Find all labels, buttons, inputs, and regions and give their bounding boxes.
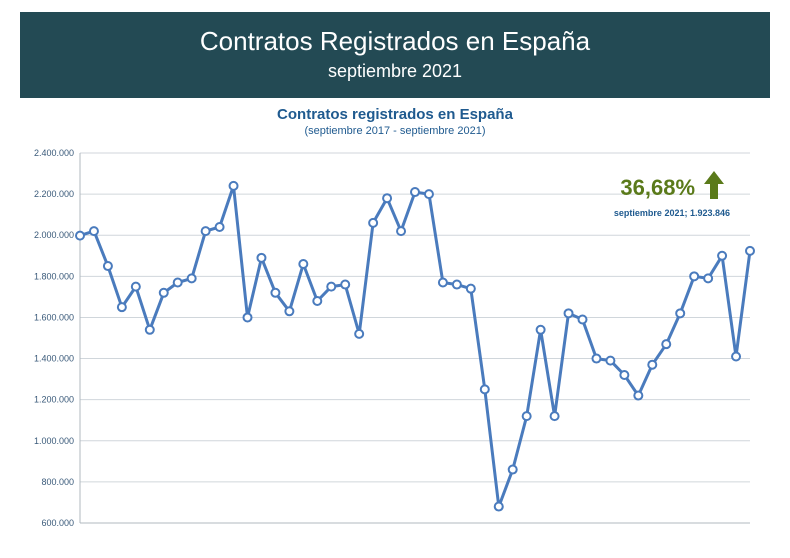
data-point <box>299 260 307 268</box>
pct-sublabel: septiembre 2021; 1.923.846 <box>614 208 730 218</box>
data-point <box>746 247 754 255</box>
data-point <box>565 309 573 317</box>
ytick-label: 2.200.000 <box>34 189 74 199</box>
data-point <box>439 279 447 287</box>
data-point <box>118 303 126 311</box>
data-point <box>174 279 182 287</box>
ytick-label: 800.000 <box>41 477 74 487</box>
data-point <box>606 357 614 365</box>
pct-value: 36,68% <box>620 175 695 201</box>
ytick-label: 1.200.000 <box>34 395 74 405</box>
page-header: Contratos Registrados en España septiemb… <box>20 12 770 98</box>
data-point <box>188 274 196 282</box>
ytick-label: 1.600.000 <box>34 312 74 322</box>
data-point <box>202 227 210 235</box>
data-point <box>620 371 628 379</box>
ytick-label: 2.400.000 <box>34 148 74 158</box>
ytick-label: 600.000 <box>41 518 74 528</box>
data-point <box>327 283 335 291</box>
data-point <box>383 194 391 202</box>
data-point <box>257 254 265 262</box>
data-point <box>467 285 475 293</box>
arrow-path <box>704 171 724 199</box>
data-point <box>592 355 600 363</box>
data-point <box>313 297 321 305</box>
data-point <box>90 227 98 235</box>
y-ticks: 600.000 800.000 1.000.000 1.200.000 1.400.00… <box>34 148 74 528</box>
data-point <box>397 227 405 235</box>
data-point <box>132 283 140 291</box>
ytick-label: 1.000.000 <box>34 436 74 446</box>
data-point <box>718 252 726 260</box>
data-point <box>355 330 363 338</box>
arrow-up-icon <box>704 171 724 204</box>
ytick-label: 2.000.000 <box>34 230 74 240</box>
data-point <box>230 182 238 190</box>
data-point <box>732 353 740 361</box>
data-point <box>634 392 642 400</box>
data-point <box>704 274 712 282</box>
data-point <box>690 272 698 280</box>
data-point <box>285 307 293 315</box>
data-point <box>271 289 279 297</box>
ytick-label: 1.800.000 <box>34 271 74 281</box>
data-point <box>453 281 461 289</box>
data-point <box>662 340 670 348</box>
chart-container: 36,68% septiembre 2021; 1.923.846 600.00… <box>20 143 770 543</box>
data-point <box>160 289 168 297</box>
data-point <box>648 361 656 369</box>
data-point <box>537 326 545 334</box>
data-point <box>369 219 377 227</box>
data-point <box>341 281 349 289</box>
data-point <box>146 326 154 334</box>
data-point <box>425 190 433 198</box>
data-point <box>216 223 224 231</box>
data-point <box>523 412 531 420</box>
header-subtitle: septiembre 2021 <box>20 61 770 82</box>
pct-callout: 36,68% septiembre 2021; 1.923.846 <box>614 171 730 218</box>
data-point <box>676 309 684 317</box>
data-point <box>104 262 112 270</box>
data-point <box>509 466 517 474</box>
data-point <box>481 385 489 393</box>
data-point <box>76 232 84 240</box>
data-point <box>244 313 252 321</box>
header-title: Contratos Registrados en España <box>20 26 770 57</box>
chart-title: Contratos registrados en España <box>0 106 790 123</box>
chart-subtitle: (septiembre 2017 - septiembre 2021) <box>0 125 790 137</box>
data-point <box>495 503 503 511</box>
data-point <box>411 188 419 196</box>
ytick-label: 1.400.000 <box>34 354 74 364</box>
series-line <box>80 186 750 507</box>
series-markers <box>76 182 754 511</box>
data-point <box>579 316 587 324</box>
data-point <box>551 412 559 420</box>
